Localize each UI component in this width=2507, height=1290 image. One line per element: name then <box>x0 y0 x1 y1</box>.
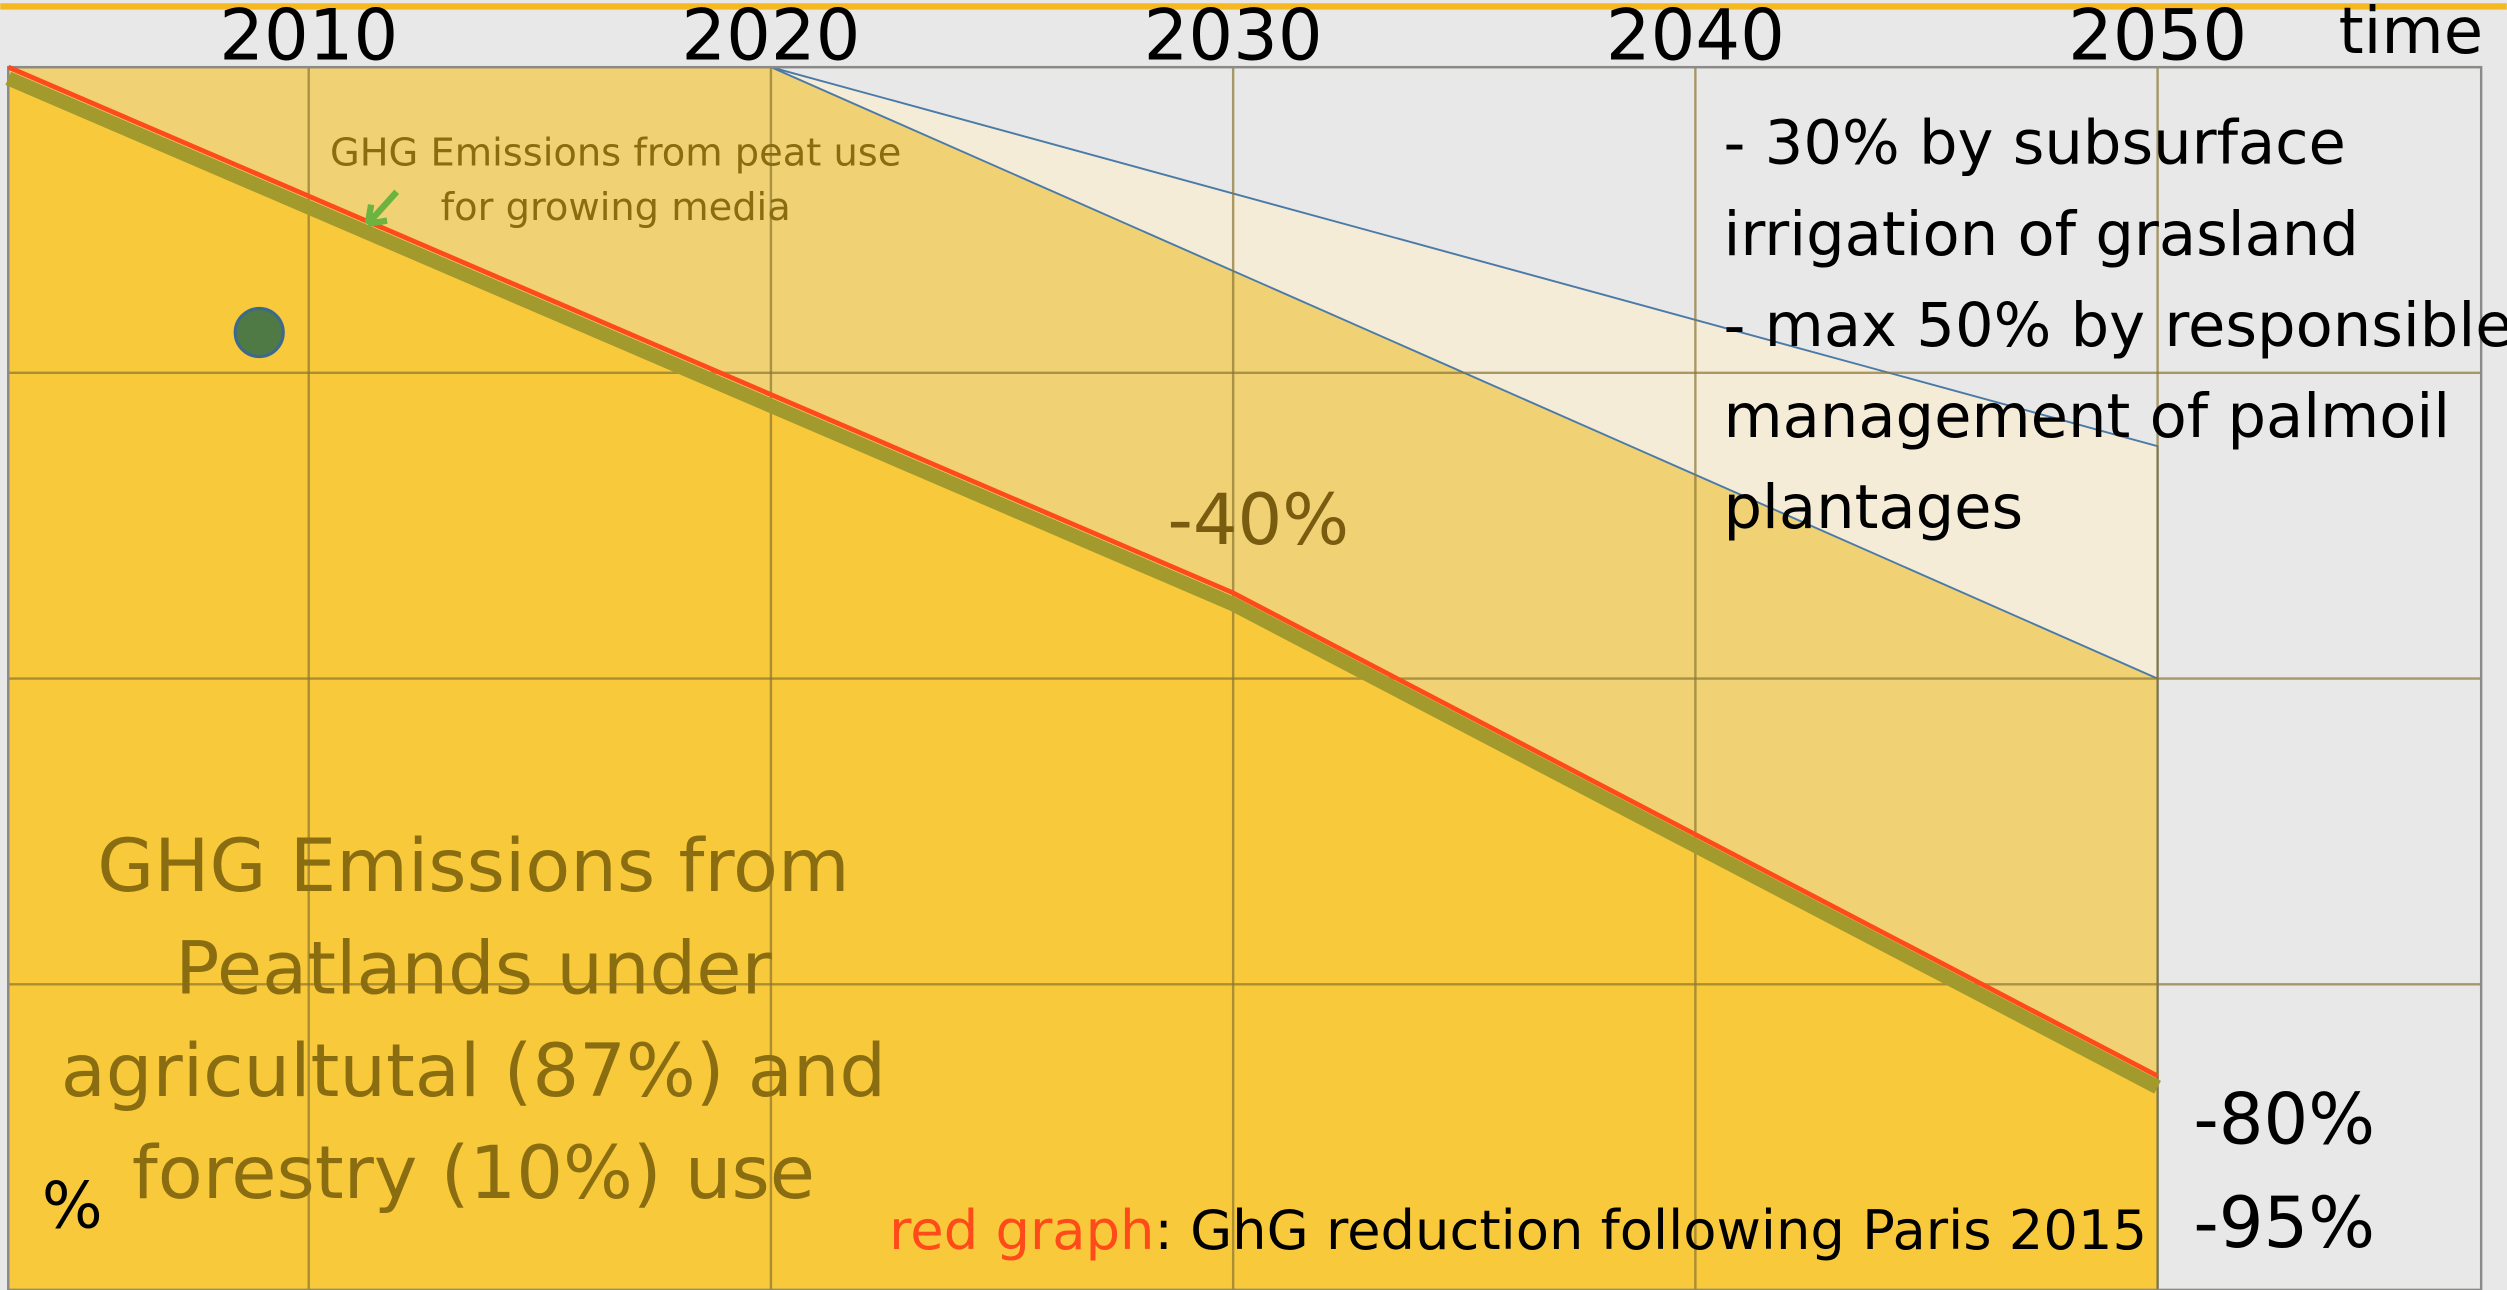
band <box>5 71 2161 1094</box>
pointer-arrow <box>364 189 400 227</box>
x-tick-label: 2050 <box>2068 0 2247 76</box>
legend: red graph: GhG reduction following Paris… <box>889 1199 2147 1262</box>
y-axis-label: % <box>42 1170 103 1244</box>
annotation: irrigation of grasland <box>1723 200 2358 270</box>
annotation: - max 50% by responsible <box>1723 291 2507 361</box>
texts: 2010 2020 2030 2040 2050 time% GHG Emissions f… <box>42 0 2507 1264</box>
lines <box>5 64 2161 1094</box>
x-tick-label: 2030 <box>1144 0 1323 76</box>
annotation: -40% <box>1167 479 1349 561</box>
annotation: management of palmoil <box>1723 382 2450 452</box>
x-tick-label: 2040 <box>1606 0 1785 76</box>
annotation: plantages <box>1723 473 2023 543</box>
annotation: agricultutal (87%) and <box>61 1029 886 1114</box>
annotation: GHG Emissions from <box>97 824 849 909</box>
annotation: forestry (10%) use <box>132 1131 815 1216</box>
line <box>7 64 2159 1079</box>
annotation: for growing media <box>441 185 791 230</box>
annotation: GHG Emissions from peat use <box>330 131 901 176</box>
marker-dot <box>233 306 285 359</box>
x-axis-label: time <box>2339 0 2483 69</box>
annotation: - 30% by subsurface <box>1723 109 2345 179</box>
annotation: -95% <box>2193 1182 2375 1264</box>
grid <box>7 65 2483 1290</box>
x-tick-label: 2010 <box>219 0 398 76</box>
annotation: -80% <box>2193 1078 2375 1160</box>
legend-text: : GhG reduction following Paris 2015 <box>1155 1199 2148 1262</box>
legend-name: red graph <box>889 1199 1154 1262</box>
annotation: Peatlands under <box>175 927 772 1012</box>
x-tick-label: 2020 <box>681 0 860 76</box>
plot-frame <box>7 65 2483 1290</box>
